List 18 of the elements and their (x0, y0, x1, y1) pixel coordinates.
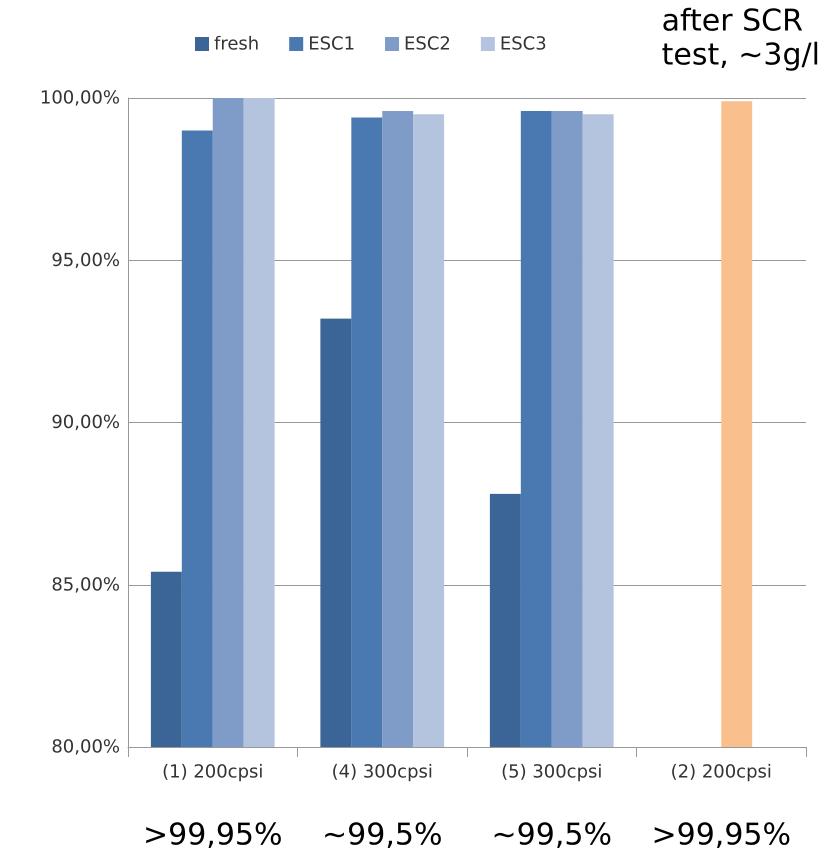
legend-label: ESC2 (404, 34, 451, 54)
legend-label: ESC1 (308, 34, 356, 54)
y-tick-label: 95,00% (51, 250, 120, 271)
legend-label: ESC3 (500, 34, 547, 54)
text: after SCR test, ~3g/l (662, 4, 820, 72)
text: >99,95% (651, 818, 792, 852)
x-tick-label: (1) 200cpsi (162, 762, 264, 782)
x-tick-label: (2) 200cpsi (670, 762, 772, 782)
legend-label: fresh (214, 34, 260, 54)
text: ~99,5% (322, 818, 442, 852)
text: ~99,5% (492, 818, 612, 852)
y-tick-label: 85,00% (51, 574, 120, 596)
y-tick-label: 100,00% (40, 88, 120, 108)
x-tick-label: (5) 300cpsi (501, 762, 602, 782)
x-tick-label: (4) 300cpsi (332, 762, 433, 782)
text: >99,95% (142, 818, 283, 852)
y-tick-label: 80,00% (51, 736, 120, 758)
y-tick-label: 90,00% (51, 412, 120, 433)
